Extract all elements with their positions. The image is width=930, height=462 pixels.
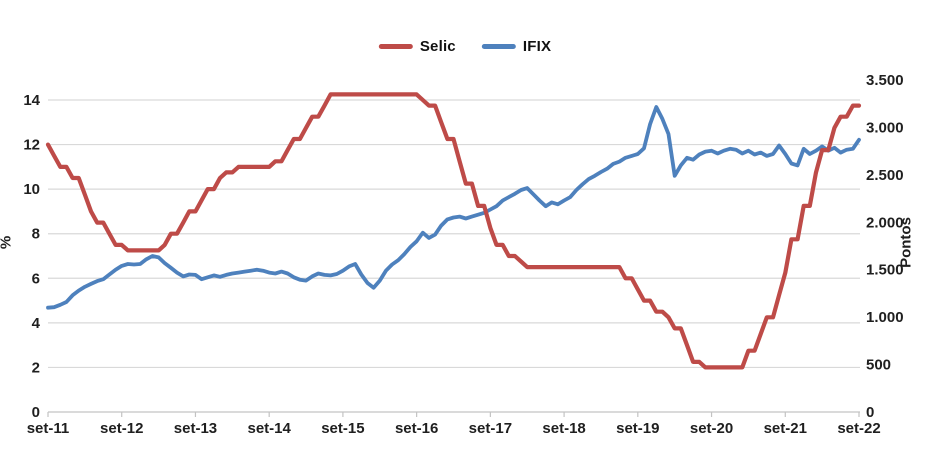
ifix-line-swatch-icon — [481, 44, 516, 49]
left-axis-tick-label: 14 — [23, 92, 40, 109]
x-axis-tick-label: set-22 — [837, 420, 880, 437]
chart-legend: Selic IFIX — [378, 38, 552, 55]
right-axis-tick-label: 2.000 — [866, 214, 904, 231]
left-axis-tick-label: 10 — [23, 181, 40, 198]
x-axis-tick-label: set-16 — [395, 420, 438, 437]
x-axis-tick-label: set-14 — [248, 420, 292, 437]
left-axis-title: % — [0, 223, 15, 263]
legend-label-ifix: IFIX — [522, 38, 552, 55]
left-axis-tick-label: 12 — [23, 137, 40, 154]
right-axis-tick-label: 1.000 — [866, 309, 904, 326]
right-axis-tick-label: 500 — [866, 357, 891, 374]
x-axis-tick-label: set-11 — [27, 420, 70, 437]
selic-line-swatch-icon — [378, 44, 413, 49]
right-axis-tick-label: 3.500 — [866, 72, 904, 89]
right-axis-tick-label: 1.500 — [866, 262, 904, 279]
left-axis-tick-label: 2 — [32, 359, 40, 376]
x-axis-tick-label: set-19 — [616, 420, 659, 437]
left-axis-tick-label: 0 — [32, 404, 40, 421]
right-axis-tick-label: 2.500 — [866, 167, 904, 184]
legend-item-ifix: IFIX — [481, 38, 552, 55]
x-axis-tick-label: set-20 — [690, 420, 733, 437]
x-axis-tick-label: set-17 — [469, 420, 512, 437]
legend-label-selic: Selic — [419, 38, 456, 55]
x-axis-tick-label: set-13 — [174, 420, 217, 437]
right-axis-title: Pontos — [897, 217, 915, 268]
right-axis-tick-label: 0 — [866, 404, 874, 421]
legend-item-selic: Selic — [378, 38, 456, 55]
ifix-line — [46, 105, 861, 310]
left-axis-tick-label: 6 — [32, 270, 40, 287]
right-axis-tick-label: 3.000 — [866, 119, 904, 136]
left-axis-tick-label: 8 — [32, 226, 40, 243]
selic-line — [45, 92, 862, 370]
x-axis-tick-label: set-12 — [100, 420, 143, 437]
x-axis-tick-label: set-15 — [321, 420, 364, 437]
x-axis-tick-label: set-21 — [764, 420, 807, 437]
x-axis-tick-label: set-18 — [542, 420, 585, 437]
left-axis-tick-label: 4 — [32, 315, 41, 332]
